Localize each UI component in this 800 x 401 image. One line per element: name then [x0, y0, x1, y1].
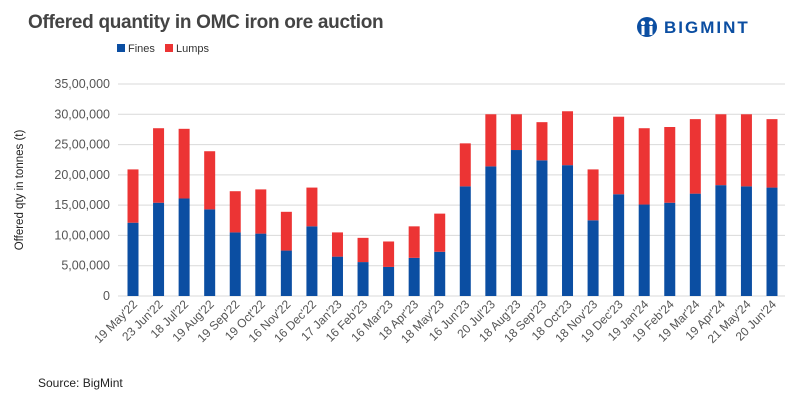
- bar-lumps: [153, 128, 165, 203]
- legend-swatch-lumps: [165, 44, 173, 52]
- bar-fines: [689, 193, 701, 296]
- bar-lumps: [229, 191, 241, 233]
- legend-label-fines: Fines: [128, 43, 155, 55]
- bar-fines: [459, 186, 471, 296]
- y-tick-label: 15,00,000: [54, 198, 110, 212]
- bar-fines: [331, 256, 343, 296]
- y-tick-label: 35,00,000: [54, 77, 110, 91]
- bar-lumps: [178, 128, 190, 199]
- bar-fines: [613, 194, 625, 296]
- bar-lumps: [740, 114, 752, 187]
- bar-fines: [178, 198, 190, 296]
- logo-text: BIGMINT: [664, 18, 750, 37]
- bar-fines: [204, 209, 216, 296]
- bar-lumps: [766, 119, 778, 188]
- bar-lumps: [638, 128, 650, 205]
- chart-title: Offered quantity in OMC iron ore auction: [28, 12, 384, 33]
- bar-fines: [715, 185, 727, 296]
- bar-lumps: [562, 111, 574, 166]
- legend-label-lumps: Lumps: [176, 43, 210, 55]
- bar-fines: [740, 186, 752, 296]
- bar-fines: [255, 233, 267, 296]
- bar-fines: [383, 266, 395, 296]
- bar-lumps: [587, 169, 599, 221]
- bigmint-logo-icon: [637, 17, 657, 37]
- bar-fines: [587, 220, 599, 296]
- bar-lumps: [331, 232, 343, 257]
- bar-fines: [766, 187, 778, 296]
- bar-lumps: [485, 114, 497, 167]
- y-tick-label: 0: [103, 289, 110, 303]
- y-tick-label: 5,00,000: [61, 259, 110, 273]
- bar-fines: [536, 160, 548, 296]
- bar-fines: [510, 150, 522, 296]
- bar-lumps: [255, 189, 267, 234]
- bar-lumps: [434, 213, 446, 252]
- bar-lumps: [204, 151, 216, 210]
- bar-fines: [434, 251, 446, 296]
- bar-lumps: [306, 187, 318, 227]
- bar-lumps: [408, 226, 420, 258]
- bar-lumps: [280, 211, 292, 251]
- bar-fines: [638, 204, 650, 296]
- y-tick-label: 25,00,000: [54, 138, 110, 152]
- bar-lumps: [536, 122, 548, 161]
- bar-fines: [127, 222, 139, 296]
- legend-swatch-fines: [117, 44, 125, 52]
- bar-lumps: [510, 114, 522, 151]
- bar-fines: [280, 250, 292, 296]
- bar-fines: [664, 202, 676, 296]
- bar-fines: [485, 166, 497, 296]
- bar-fines: [562, 165, 574, 296]
- bar-lumps: [383, 241, 395, 267]
- bar-lumps: [613, 116, 625, 195]
- y-axis-label: Offered qty in tonnes (t): [14, 130, 26, 251]
- bar-lumps: [664, 127, 676, 203]
- bar-fines: [306, 226, 318, 296]
- y-tick-label: 30,00,000: [54, 107, 110, 121]
- y-tick-label: 20,00,000: [54, 168, 110, 182]
- bar-fines: [153, 202, 165, 296]
- bar-lumps: [127, 169, 139, 223]
- bar-fines: [357, 262, 369, 296]
- bar-lumps: [357, 237, 369, 263]
- bar-lumps: [689, 119, 701, 194]
- bar-fines: [408, 257, 420, 296]
- bar-lumps: [459, 143, 471, 187]
- bar-lumps: [715, 114, 727, 186]
- bigmint-logo: BIGMINT: [636, 16, 750, 40]
- y-tick-label: 10,00,000: [54, 228, 110, 242]
- bar-fines: [229, 232, 241, 296]
- source-note: Source: BigMint: [38, 376, 123, 390]
